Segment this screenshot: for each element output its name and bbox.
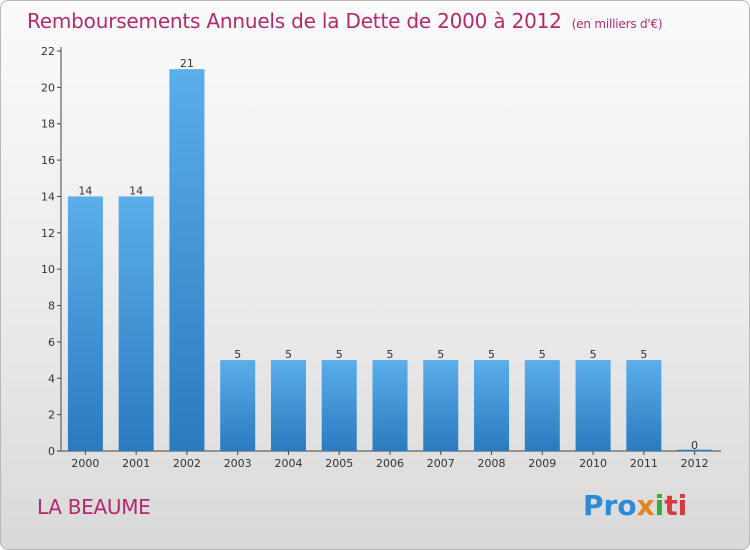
- bar: [270, 360, 306, 451]
- x-tick-label: 2005: [325, 457, 353, 470]
- bar: [524, 360, 560, 451]
- y-tick-label: 10: [41, 263, 55, 276]
- data-label: 5: [437, 348, 444, 361]
- x-tick-label: 2004: [274, 457, 302, 470]
- data-label: 5: [336, 348, 343, 361]
- x-tick-label: 2002: [173, 457, 201, 470]
- data-label: 14: [129, 184, 143, 197]
- data-label: 5: [640, 348, 647, 361]
- chart-title: Remboursements Annuels de la Dette de 20…: [27, 9, 663, 33]
- data-label: 14: [78, 184, 92, 197]
- y-tick-label: 14: [41, 190, 55, 203]
- logo-part-4: ti: [664, 489, 688, 522]
- bar: [321, 360, 357, 451]
- bar: [118, 196, 154, 451]
- bar: [67, 196, 103, 451]
- x-tick-label: 2007: [427, 457, 455, 470]
- y-tick-label: 18: [41, 118, 55, 131]
- data-label: 5: [234, 348, 241, 361]
- proxiti-logo: Proxiti: [583, 489, 687, 522]
- logo-part-2: x: [636, 489, 655, 522]
- place-name: LA BEAUME: [37, 495, 151, 519]
- data-label: 5: [488, 348, 495, 361]
- x-tick-label: 2006: [376, 457, 404, 470]
- chart-unit: (en milliers d'€): [571, 17, 663, 31]
- y-tick-label: 20: [41, 81, 55, 94]
- axes: 0 2 4 6 8 10 12 14 16 18 20 22 2000 2001 2002 2003 2004 2…: [41, 45, 721, 470]
- y-tick-label: 4: [48, 372, 55, 385]
- x-tick-label: 2003: [224, 457, 252, 470]
- y-tick-label: 22: [41, 45, 55, 58]
- bar: [626, 360, 662, 451]
- x-tick-label: 2001: [122, 457, 150, 470]
- y-tick-label: 6: [48, 336, 55, 349]
- chart-title-text: Remboursements Annuels de la Dette de 20…: [27, 9, 562, 33]
- y-tick-label: 0: [48, 445, 55, 458]
- data-label: 0: [691, 439, 698, 452]
- y-tick-label: 16: [41, 154, 55, 167]
- x-tick-label: 2008: [478, 457, 506, 470]
- y-tick-label: 8: [48, 300, 55, 313]
- bars: [67, 69, 713, 452]
- bar: [423, 360, 459, 451]
- x-tick-label: 2011: [630, 457, 658, 470]
- data-label: 21: [180, 57, 194, 70]
- logo-part-3: i: [654, 489, 665, 522]
- x-tick-label: 2012: [681, 457, 709, 470]
- data-labels: 14 14 21 5 5 5 5 5 5 5 5 5 0: [78, 57, 698, 452]
- data-label: 5: [285, 348, 292, 361]
- logo-part-1: Pro: [583, 489, 637, 522]
- bar: [220, 360, 256, 451]
- x-tick-label: 2009: [528, 457, 556, 470]
- x-tick-label: 2010: [579, 457, 607, 470]
- bar: [575, 360, 611, 451]
- data-label: 5: [590, 348, 597, 361]
- bar: [474, 360, 510, 451]
- data-label: 5: [387, 348, 394, 361]
- data-label: 5: [539, 348, 546, 361]
- x-tick-label: 2000: [71, 457, 99, 470]
- bar: [372, 360, 408, 451]
- y-tick-label: 2: [48, 409, 55, 422]
- y-tick-label: 12: [41, 227, 55, 240]
- bar: [169, 69, 205, 451]
